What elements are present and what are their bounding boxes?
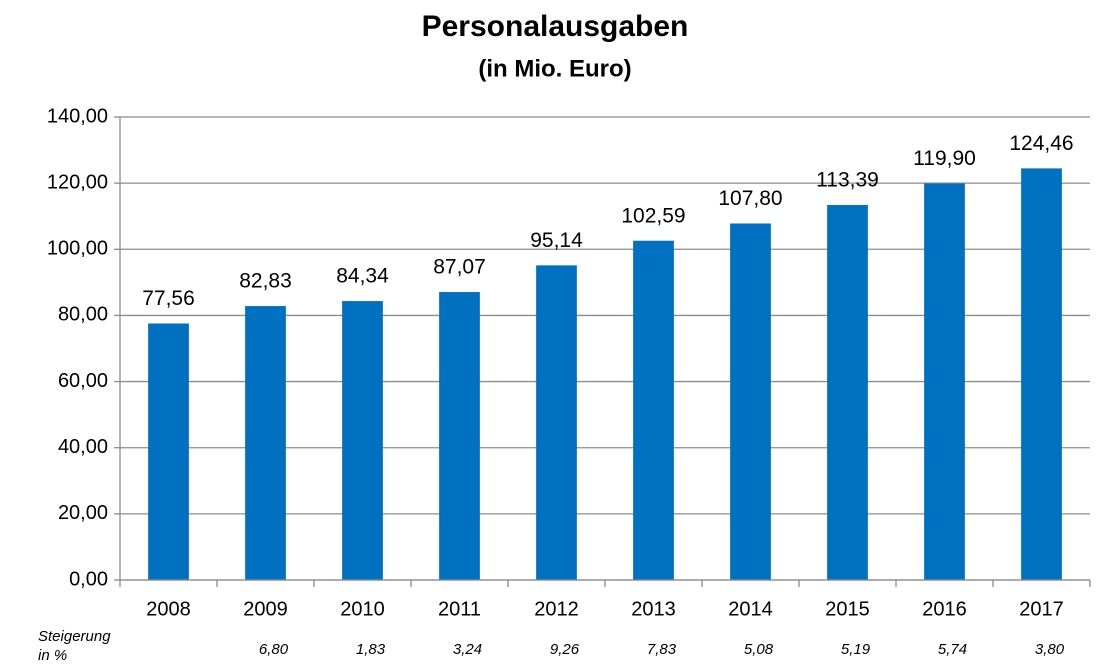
y-tick-label: 20,00 (58, 502, 108, 524)
chart-title: Personalausgaben (422, 10, 689, 43)
x-tick-label: 2016 (922, 598, 967, 620)
value-label: 124,46 (1009, 132, 1073, 155)
bar (633, 240, 674, 580)
y-tick-label: 0,00 (69, 568, 108, 590)
bar (827, 205, 868, 581)
bar (342, 301, 383, 580)
bar (730, 223, 771, 581)
growth-value: 1,83 (356, 641, 386, 658)
value-label: 87,07 (433, 256, 486, 279)
y-tick-label: 40,00 (58, 436, 108, 458)
chart-subtitle: (in Mio. Euro) (478, 55, 631, 82)
y-tick-label: 100,00 (47, 238, 108, 260)
y-tick-label: 80,00 (58, 304, 108, 326)
growth-value: 5,19 (841, 641, 871, 658)
bar (148, 323, 189, 580)
value-label: 107,80 (718, 187, 782, 210)
growth-value: 7,83 (647, 641, 677, 658)
x-tick-label: 2012 (534, 598, 579, 620)
growth-value: 5,74 (938, 641, 967, 658)
bar (439, 292, 480, 580)
bar (245, 306, 286, 580)
growth-label: Steigerung (38, 628, 111, 645)
growth-value: 5,08 (744, 641, 774, 658)
growth-value: 9,26 (550, 641, 580, 658)
bar (1021, 168, 1062, 580)
growth-value: 3,80 (1035, 641, 1065, 658)
growth-value: 3,24 (453, 641, 482, 658)
x-tick-label: 2011 (438, 598, 481, 620)
value-label: 119,90 (913, 147, 976, 170)
growth-label: in % (38, 647, 67, 664)
value-label: 95,14 (530, 229, 583, 252)
x-tick-label: 2014 (728, 598, 773, 620)
x-tick-label: 2013 (631, 598, 676, 620)
y-tick-label: 120,00 (47, 171, 108, 193)
value-label: 113,39 (816, 169, 879, 192)
y-tick-label: 60,00 (58, 370, 108, 392)
value-label: 102,59 (621, 204, 685, 227)
bar (924, 183, 965, 580)
bar (536, 265, 577, 580)
x-tick-label: 2015 (825, 598, 870, 620)
value-label: 84,34 (336, 265, 389, 288)
x-tick-label: 2009 (243, 598, 288, 620)
growth-value: 6,80 (259, 641, 289, 658)
x-tick-label: 2017 (1019, 598, 1064, 620)
x-tick-label: 2010 (340, 598, 385, 620)
value-label: 82,83 (239, 270, 292, 293)
value-label: 77,56 (142, 287, 195, 310)
y-tick-label: 140,00 (47, 105, 108, 127)
x-tick-label: 2008 (146, 598, 191, 620)
